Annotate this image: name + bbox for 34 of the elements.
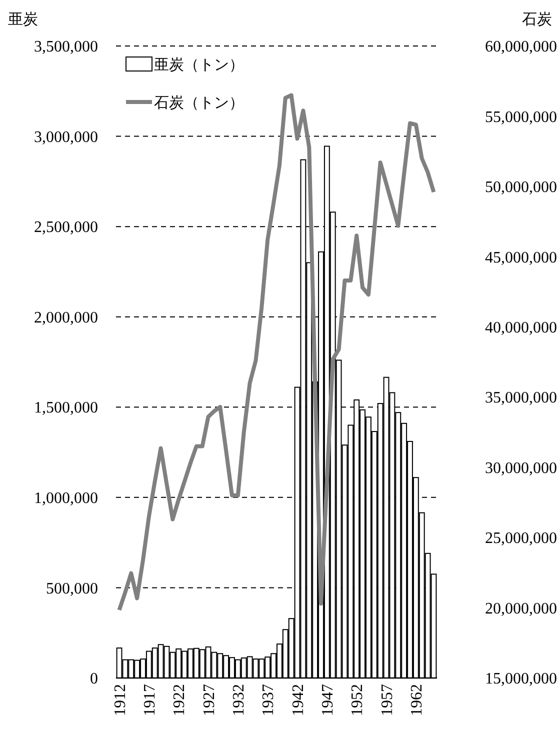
line-series	[117, 93, 436, 612]
x-tick-label: 1912	[112, 684, 129, 716]
y2-tick-label: 30,000,000	[485, 460, 557, 477]
y-tick-label: 2,500,000	[34, 219, 98, 236]
y-tick-label: 3,500,000	[34, 38, 98, 56]
x-tick-label: 1932	[230, 684, 248, 716]
y2-tick-label: 40,000,000	[485, 319, 557, 336]
legend-label: 亜炭（トン）	[154, 55, 244, 74]
y2-tick-label: 50,000,000	[485, 179, 557, 196]
y-tick-label: 1,000,000	[34, 490, 98, 508]
legend-label: 石炭（トン）	[154, 93, 244, 112]
y-tick-label: 1,500,000	[34, 400, 98, 417]
y-tick-label: 3,000,000	[34, 128, 98, 146]
x-tick-label: 1917	[142, 684, 159, 716]
x-tick-label: 1952	[349, 684, 366, 716]
x-tick-label: 1962	[408, 684, 426, 716]
y-axis-title: 亜炭	[8, 10, 38, 28]
y2-tick-label: 60,000,000	[485, 38, 557, 56]
x-tick-label: 1947	[320, 684, 337, 716]
x-tick-label: 1957	[378, 684, 396, 716]
y2-tick-label: 45,000,000	[485, 249, 557, 266]
y2-tick-label: 55,000,000	[485, 108, 557, 126]
y-tick-label: 2,000,000	[34, 309, 98, 326]
y2-tick-label: 15,000,000	[485, 670, 557, 688]
x-tick-label: 1937	[260, 684, 278, 716]
x-tick-label: 1922	[171, 684, 188, 716]
y2-tick-label: 35,000,000	[485, 390, 557, 407]
y2-tick-label: 25,000,000	[485, 530, 557, 548]
y-tick-label: 0	[90, 670, 98, 688]
x-tick-label: 1942	[290, 684, 307, 716]
y-tick-label: 500,000	[46, 580, 98, 598]
x-tick-label: 1927	[200, 684, 218, 716]
y2-axis-title: 石炭	[522, 10, 552, 28]
y2-tick-label: 20,000,000	[485, 600, 557, 618]
